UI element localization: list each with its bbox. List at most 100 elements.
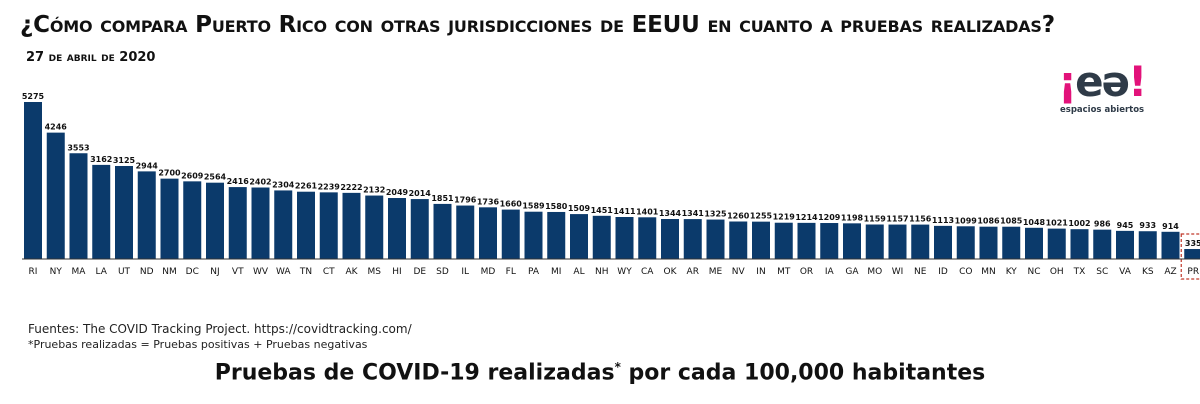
bar-la [92, 164, 111, 259]
value-label-wy: 1411 [613, 207, 636, 216]
value-label-az: 914 [1162, 222, 1179, 231]
bar-md [479, 207, 497, 259]
category-label-mi: MI [551, 267, 561, 277]
chart-subtitle: Pruebas de COVID-19 realizadas* por cada… [214, 360, 986, 386]
bar-ct [319, 192, 338, 259]
category-label-ak: AK [345, 267, 358, 277]
value-label-id: 1113 [932, 216, 954, 225]
bar-hi [388, 198, 406, 259]
category-label-hi: HI [392, 267, 401, 277]
value-label-sd: 1851 [431, 194, 454, 203]
bar-de [410, 199, 429, 259]
category-label-nj: NJ [210, 267, 219, 277]
category-label-mo: MO [867, 267, 882, 277]
value-label-nh: 1451 [591, 206, 614, 215]
category-label-wa: WA [276, 267, 291, 277]
category-label-wi: WI [892, 267, 904, 277]
category-label-ar: AR [687, 267, 699, 277]
value-label-ok: 1344 [659, 209, 682, 218]
bar-id [934, 225, 952, 259]
value-label-md: 1736 [477, 197, 500, 206]
bar-pa [524, 211, 543, 259]
bar-nj [206, 182, 224, 259]
bar-ky [1002, 226, 1021, 259]
bar-ms [365, 195, 384, 259]
value-label-sc: 986 [1094, 220, 1111, 229]
bar-az [1161, 231, 1180, 259]
category-label-ga: GA [845, 267, 859, 277]
value-label-la: 3162 [90, 155, 112, 164]
category-label-ks: KS [1142, 267, 1154, 277]
value-label-tn: 2261 [295, 182, 318, 191]
value-label-nv: 1260 [727, 212, 750, 221]
value-label-ky: 1085 [1000, 217, 1023, 226]
value-label-fl: 1660 [500, 200, 523, 209]
value-label-pa: 1589 [522, 202, 545, 211]
value-label-dc: 2609 [181, 171, 204, 180]
value-label-oh: 1021 [1046, 219, 1069, 228]
bar-in [752, 221, 770, 259]
bar-ak [342, 192, 361, 259]
espacios-abiertos-logo: ¡eə! espacios abiertos [1058, 60, 1178, 120]
value-label-al: 1509 [568, 204, 591, 213]
bar-tx [1070, 229, 1089, 259]
category-label-ct: CT [323, 267, 335, 277]
value-label-mn: 1086 [977, 217, 1000, 226]
category-label-me: ME [709, 267, 723, 277]
value-label-pr: 335 [1185, 239, 1200, 248]
category-label-nd: ND [140, 267, 154, 277]
category-label-ri: RI [29, 267, 38, 277]
source-text: Fuentes: The COVID Tracking Project. htt… [28, 322, 412, 336]
bar-wv [251, 187, 270, 259]
bar-tn [297, 191, 315, 259]
value-label-nd: 2944 [136, 161, 159, 170]
value-label-mi: 1580 [545, 202, 568, 211]
category-label-ok: OK [664, 267, 678, 277]
value-label-ct: 2239 [318, 182, 341, 191]
category-label-ma: MA [72, 267, 87, 277]
category-label-ms: MS [368, 267, 382, 277]
bar-mt [774, 222, 793, 259]
category-label-tx: TX [1073, 267, 1086, 277]
category-label-in: IN [756, 267, 765, 277]
bar-oh [1047, 228, 1066, 259]
value-label-wi: 1157 [886, 215, 908, 224]
category-label-pa: PA [528, 267, 540, 277]
category-label-nh: NH [595, 267, 609, 277]
category-label-or: OR [800, 267, 813, 277]
value-label-tx: 1002 [1068, 219, 1090, 228]
chart-date: 27 de abril de 2020 [26, 50, 156, 65]
value-label-va: 945 [1117, 221, 1134, 230]
category-label-ut: UT [118, 267, 131, 277]
category-label-id: ID [938, 267, 948, 277]
value-label-nj: 2564 [204, 173, 227, 182]
logo-mark: ¡eə! [1058, 57, 1147, 106]
value-label-ca: 1401 [636, 207, 659, 216]
bar-wi [888, 224, 907, 259]
category-label-ny: NY [50, 267, 63, 277]
value-label-vt: 2416 [227, 177, 250, 186]
value-label-co: 1099 [955, 216, 978, 225]
value-label-me: 1325 [704, 210, 727, 219]
value-label-or: 1214 [795, 213, 818, 222]
category-label-az: AZ [1164, 267, 1176, 277]
value-label-ut: 3125 [113, 156, 136, 165]
category-label-la: LA [96, 267, 108, 277]
value-label-ri: 5275 [22, 92, 45, 101]
category-label-al: AL [573, 267, 584, 277]
bar-ia [820, 223, 839, 259]
bar-va [1116, 230, 1134, 259]
footnote-text: *Pruebas realizadas = Pruebas positivas … [28, 338, 368, 351]
bar-ok [661, 219, 679, 259]
category-label-va: VA [1119, 267, 1132, 277]
bar-ga [843, 223, 861, 259]
category-label-de: DE [413, 267, 426, 277]
category-label-ne: NE [914, 267, 927, 277]
bar-il [456, 205, 475, 259]
value-label-hi: 2049 [386, 188, 409, 197]
category-label-fl: FL [506, 267, 516, 277]
category-label-ca: CA [641, 267, 654, 277]
bar-nh [592, 215, 611, 259]
bar-nv [729, 221, 748, 259]
category-label-nc: NC [1027, 267, 1040, 277]
